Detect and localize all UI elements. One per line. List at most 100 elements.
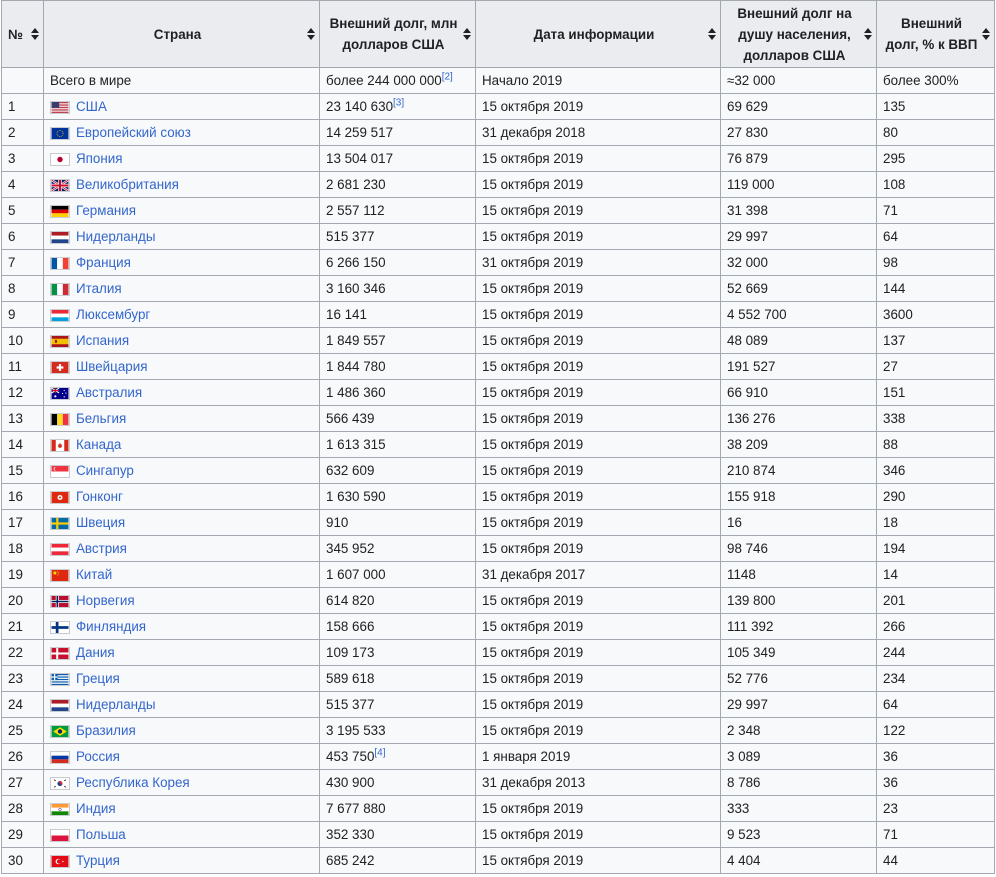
table-cell-date: 15 октября 2019 — [475, 431, 721, 458]
country-link[interactable]: Германия — [76, 203, 137, 218]
table-cell-per-capita: 52 669 — [720, 275, 877, 302]
sort-icon[interactable] — [864, 28, 872, 40]
table-cell-country: Индия — [43, 795, 320, 822]
table-cell-country: США — [43, 93, 320, 120]
table-cell-per-capita: 4 404 — [720, 847, 877, 874]
table-cell-num: 16 — [1, 483, 44, 510]
table-cell-num: 10 — [1, 327, 44, 354]
au-flag-icon — [50, 386, 70, 400]
country-link[interactable]: Нидерланды — [76, 229, 156, 244]
country-link[interactable]: Великобритания — [76, 177, 179, 192]
table-cell-debt: 1 486 360 — [319, 379, 476, 406]
country-link[interactable]: Франция — [76, 255, 131, 270]
table-cell-country: Бразилия — [43, 717, 320, 744]
country-link[interactable]: Китай — [76, 567, 113, 582]
country-link[interactable]: Бельгия — [76, 411, 127, 426]
country-link[interactable]: Финляндия — [76, 619, 147, 634]
table-cell-num: 22 — [1, 639, 44, 666]
country-link[interactable]: Индия — [76, 801, 116, 816]
table-cell-date: 15 октября 2019 — [475, 301, 721, 328]
country-link[interactable]: Канада — [76, 437, 122, 452]
country-link[interactable]: Турция — [76, 853, 120, 868]
table-cell-country: Гонконг — [43, 483, 320, 510]
table-cell-date: 15 октября 2019 — [475, 483, 721, 510]
country-link[interactable]: Греция — [76, 671, 120, 686]
sort-icon[interactable] — [982, 28, 990, 40]
reference-link[interactable]: [2] — [441, 71, 453, 83]
country-link[interactable]: Италия — [76, 281, 122, 296]
country-link[interactable]: Испания — [76, 333, 130, 348]
table-cell-country: Великобритания — [43, 171, 320, 198]
country-link[interactable]: Дания — [76, 645, 115, 660]
country-link[interactable]: Швеция — [76, 515, 126, 530]
country-link[interactable]: Сингапур — [76, 463, 134, 478]
jp-flag-icon — [50, 152, 70, 166]
table-cell-per-capita: 210 874 — [720, 457, 877, 484]
table-cell-country: Турция — [43, 847, 320, 874]
country-link[interactable]: Бразилия — [76, 723, 136, 738]
table-cell-debt: более 244 000 000[2] — [319, 67, 476, 94]
table-cell-country: Германия — [43, 197, 320, 224]
country-link[interactable]: Россия — [76, 749, 120, 764]
table-cell-per-capita: 191 527 — [720, 353, 877, 380]
sort-icon[interactable] — [307, 28, 315, 40]
lu-flag-icon — [50, 308, 70, 322]
sort-icon[interactable] — [463, 28, 471, 40]
table-cell-num: 15 — [1, 457, 44, 484]
table-cell-country: Италия — [43, 275, 320, 302]
table-cell-num: 4 — [1, 171, 44, 198]
table-cell-debt: 632 609 — [319, 457, 476, 484]
country-link[interactable]: Швейцария — [76, 359, 148, 374]
table-cell-country: Швейцария — [43, 353, 320, 380]
table-row: 13 Бельгия 566 439 15 октября 2019 136 276 33… — [1, 405, 995, 432]
table-row: 24 Нидерланды 515 377 15 октября 2019 29 997… — [1, 691, 995, 718]
country-link[interactable]: Австралия — [76, 385, 143, 400]
table-cell-date: 1 января 2019 — [475, 743, 721, 770]
column-header-date[interactable]: Дата информации — [475, 0, 721, 68]
country-link[interactable]: Европейский союз — [76, 125, 191, 140]
sort-icon[interactable] — [708, 28, 716, 40]
reference-link[interactable]: [3] — [393, 97, 405, 109]
column-header-gdp[interactable]: Внешний долг, % к ВВП — [876, 0, 995, 68]
country-link[interactable]: Нидерланды — [76, 697, 156, 712]
table-cell-per-capita: 31 398 — [720, 197, 877, 224]
country-link[interactable]: Норвегия — [76, 593, 135, 608]
column-header-per-capita[interactable]: Внешний долг на душу населения, долларов… — [720, 0, 877, 68]
tr-flag-icon — [50, 854, 70, 868]
table-cell-per-capita: 66 910 — [720, 379, 877, 406]
table-cell-per-capita: 119 000 — [720, 171, 877, 198]
table-cell-num: 1 — [1, 93, 44, 120]
table-cell-per-capita: 69 629 — [720, 93, 877, 120]
table-cell-date: 15 октября 2019 — [475, 197, 721, 224]
country-link[interactable]: Япония — [76, 151, 123, 166]
table-cell-date: 15 октября 2019 — [475, 93, 721, 120]
table-cell-date: 15 октября 2019 — [475, 405, 721, 432]
country-link[interactable]: Республика Корея — [76, 775, 190, 790]
sort-icon[interactable] — [31, 28, 39, 40]
table-cell-per-capita: 48 089 — [720, 327, 877, 354]
table-row: 10 Испания 1 849 557 15 октября 2019 48 089 1… — [1, 327, 995, 354]
table-cell-per-capita: 155 918 — [720, 483, 877, 510]
table-cell-debt: 614 820 — [319, 587, 476, 614]
country-link[interactable]: Гонконг — [76, 489, 123, 504]
table-cell-gdp: 44 — [876, 847, 995, 874]
table-cell-per-capita: 105 349 — [720, 639, 877, 666]
table-cell-gdp: 346 — [876, 457, 995, 484]
table-cell-num: 12 — [1, 379, 44, 406]
table-cell-date: 31 декабря 2018 — [475, 119, 721, 146]
country-link[interactable]: Польша — [76, 827, 126, 842]
table-cell-country: Швеция — [43, 509, 320, 536]
column-header-num[interactable]: № — [1, 0, 44, 68]
column-header-debt[interactable]: Внешний долг, млн долларов США — [319, 0, 476, 68]
country-link[interactable]: Австрия — [76, 541, 127, 556]
table-row: 11 Швейцария 1 844 780 15 октября 2019 191 5… — [1, 353, 995, 380]
table-row: 15 Сингапур 632 609 15 октября 2019 210 874 3… — [1, 457, 995, 484]
country-link[interactable]: США — [76, 99, 107, 114]
column-header-country[interactable]: Страна — [43, 0, 320, 68]
table-cell-debt: 515 377 — [319, 691, 476, 718]
table-cell-num: 30 — [1, 847, 44, 874]
table-cell-date: 15 октября 2019 — [475, 587, 721, 614]
table-cell-num: 6 — [1, 223, 44, 250]
reference-link[interactable]: [4] — [374, 747, 386, 759]
country-link[interactable]: Люксембург — [76, 307, 151, 322]
